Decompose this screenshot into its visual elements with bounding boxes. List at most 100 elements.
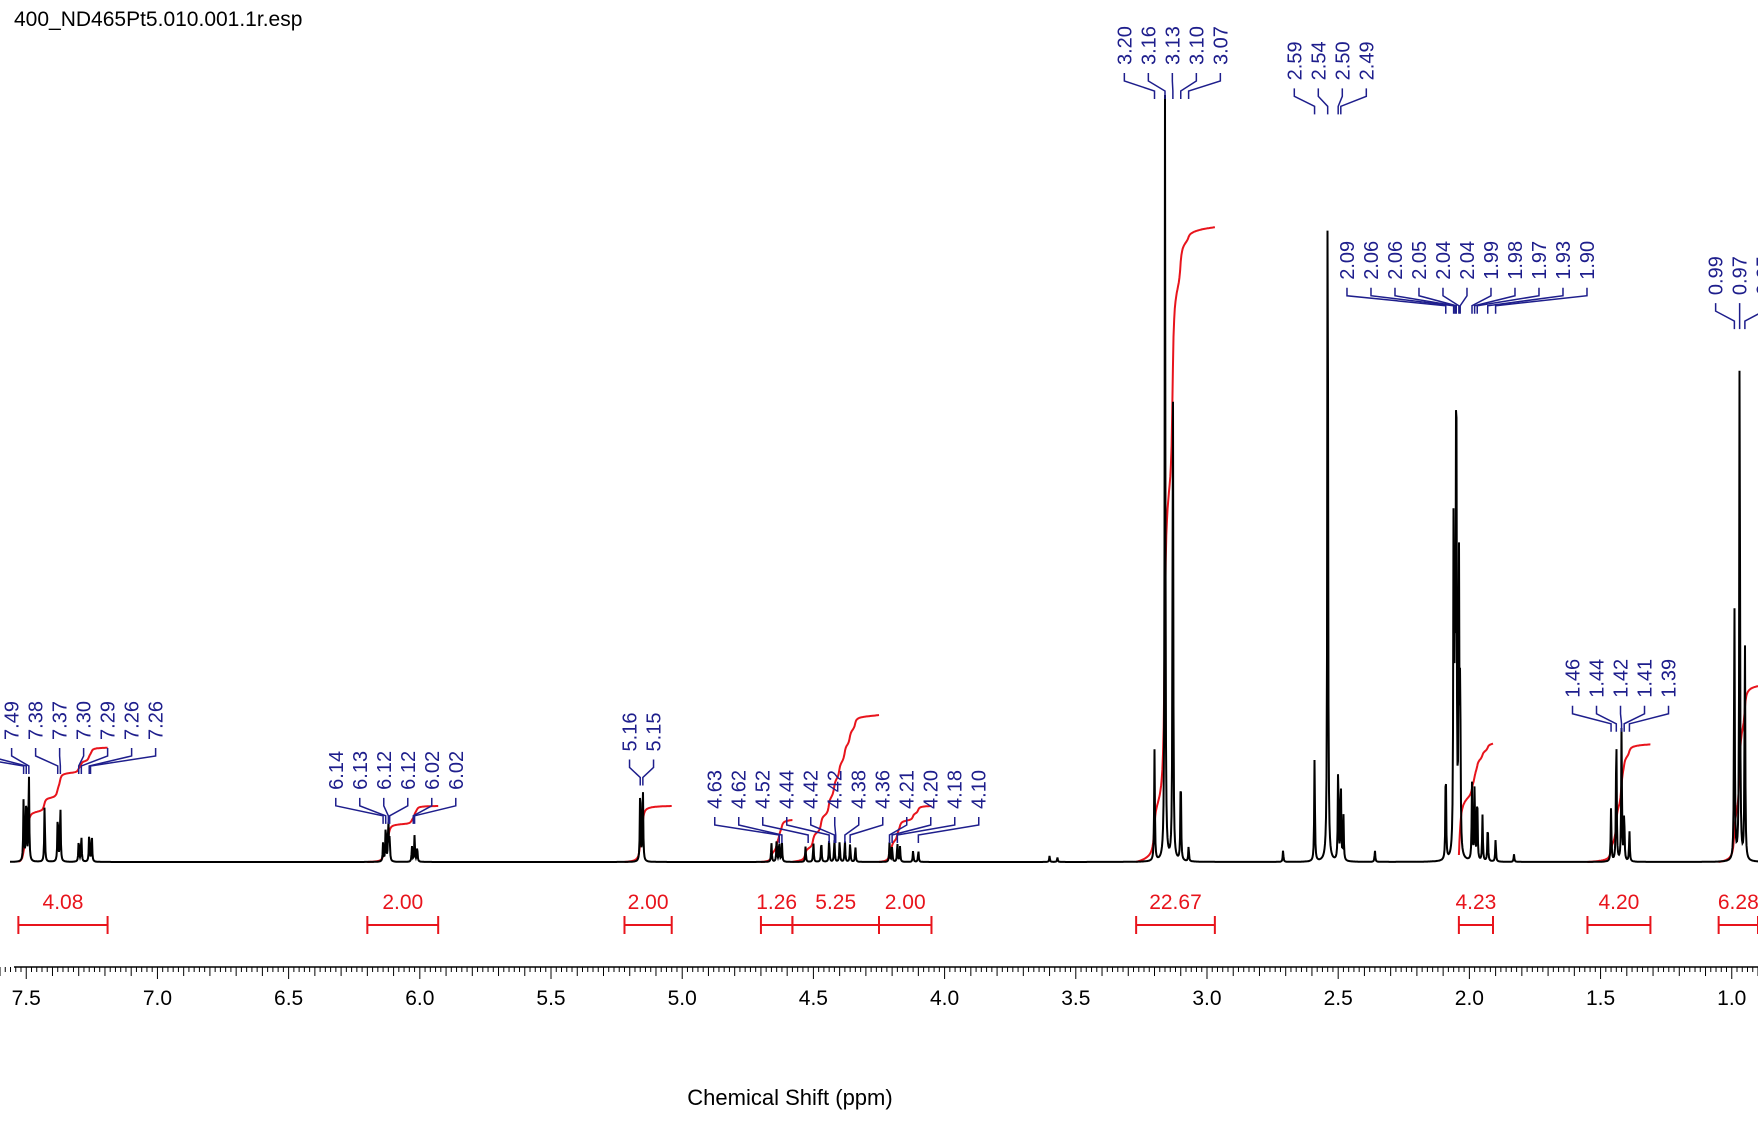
x-tick-label: 3.0 bbox=[1192, 987, 1221, 1010]
peak-label-leader bbox=[383, 797, 390, 824]
peak-label: 6.12 bbox=[374, 751, 396, 790]
peak-label-leader bbox=[80, 747, 109, 774]
peak-label: 3.10 bbox=[1186, 26, 1208, 65]
peak-label-leader bbox=[1744, 313, 1758, 330]
peak-label-leader bbox=[77, 747, 85, 774]
integral-value: 4.08 bbox=[43, 891, 84, 914]
peak-label: 1.41 bbox=[1635, 659, 1657, 698]
peak-label-leader bbox=[1714, 303, 1736, 330]
x-tick-label: 1.5 bbox=[1586, 987, 1615, 1010]
peak-label-leader bbox=[896, 816, 956, 843]
integral-value: 22.67 bbox=[1149, 891, 1202, 914]
peak-label: 4.63 bbox=[705, 770, 727, 809]
integral-value: 4.23 bbox=[1455, 891, 1496, 914]
peak-label: 7.26 bbox=[146, 701, 168, 740]
peak-label: 2.05 bbox=[1409, 241, 1431, 280]
peak-label-leader bbox=[1473, 287, 1516, 314]
peak-label-leader bbox=[1340, 88, 1368, 115]
peak-label-leader bbox=[1595, 705, 1618, 732]
peak-label-leader bbox=[761, 816, 809, 843]
integral-brackets: 4.08 2.00 2.00 1.26 5.25 2.00 22.67 4.23 4.20 6.2… bbox=[17, 891, 1758, 934]
peak-label-leader bbox=[335, 797, 384, 824]
peak-label-leader bbox=[1293, 88, 1316, 115]
peak-label: 0.99 bbox=[1706, 256, 1728, 295]
peak-label-leader bbox=[1571, 705, 1612, 732]
peak-label: 7.38 bbox=[26, 701, 48, 740]
peak-label-leader bbox=[34, 747, 59, 774]
integral-curve bbox=[624, 805, 672, 863]
spectrum-trace bbox=[10, 94, 1758, 863]
x-tick-label: 4.0 bbox=[930, 987, 959, 1010]
integral-curve bbox=[1587, 743, 1651, 863]
peak-label-leader bbox=[0, 761, 25, 774]
peak-label-leader bbox=[917, 816, 980, 843]
peak-label-leader bbox=[58, 747, 62, 774]
peak-label: 1.46 bbox=[1563, 659, 1585, 698]
integral-value: 2.00 bbox=[885, 891, 926, 914]
peak-label: 4.21 bbox=[897, 770, 919, 809]
peak-label-leader bbox=[359, 797, 387, 824]
peak-label-leader bbox=[1346, 287, 1447, 314]
peak-label: 2.49 bbox=[1356, 41, 1378, 80]
peak-label-leader bbox=[1486, 287, 1564, 314]
peak-label: 2.50 bbox=[1332, 41, 1354, 80]
integral-curve bbox=[1457, 742, 1494, 856]
peak-label: 6.02 bbox=[422, 751, 444, 790]
peak-label: 6.14 bbox=[326, 751, 348, 790]
integral-curves bbox=[18, 226, 1758, 863]
peak-label-leader bbox=[642, 759, 655, 786]
peak-label-leader bbox=[1180, 73, 1198, 99]
x-tick-label: 5.0 bbox=[668, 987, 697, 1010]
peak-label: 2.54 bbox=[1308, 41, 1330, 80]
peak-label: 3.07 bbox=[1210, 26, 1232, 65]
peak-label: 1.39 bbox=[1659, 659, 1681, 698]
peak-label: 7.49 bbox=[2, 701, 24, 740]
peak-label-leader bbox=[1623, 705, 1646, 732]
x-tick-label: 3.5 bbox=[1061, 987, 1090, 1010]
x-tick-label: 7.0 bbox=[143, 987, 172, 1010]
peak-label: 4.62 bbox=[729, 770, 751, 809]
peak-label: 1.97 bbox=[1529, 241, 1551, 280]
peak-label: 4.42 bbox=[825, 770, 847, 809]
peak-label: 1.99 bbox=[1481, 241, 1503, 280]
peak-label-leader bbox=[849, 816, 884, 843]
spectrum-line bbox=[10, 94, 1758, 863]
x-tick-label: 6.5 bbox=[274, 987, 303, 1010]
peak-label-leader bbox=[88, 747, 133, 774]
x-axis-label: Chemical Shift (ppm) bbox=[687, 1085, 892, 1110]
peak-label-leader bbox=[888, 816, 908, 843]
integral-value: 2.00 bbox=[628, 891, 669, 914]
peak-label-leader bbox=[89, 747, 157, 774]
peak-label-leader bbox=[1418, 287, 1457, 314]
peak-label: 3.20 bbox=[1114, 26, 1136, 65]
peak-label: 5.16 bbox=[620, 713, 642, 752]
peak-label: 4.36 bbox=[873, 770, 895, 809]
peak-label: 4.20 bbox=[921, 770, 943, 809]
integral-curve bbox=[792, 714, 880, 863]
peak-label-leader bbox=[1123, 73, 1156, 99]
peak-label-leader bbox=[833, 816, 837, 843]
peak-label: 4.10 bbox=[969, 770, 991, 809]
integral-value: 6.28 bbox=[1718, 891, 1758, 914]
peak-label-leader bbox=[1171, 73, 1174, 99]
peak-label-leader bbox=[737, 816, 783, 843]
peak-label: 3.16 bbox=[1138, 26, 1160, 65]
peak-label: 2.59 bbox=[1284, 41, 1306, 80]
x-tick-label: 1.0 bbox=[1717, 987, 1746, 1010]
peak-label: 6.13 bbox=[350, 751, 372, 790]
peak-label: 1.98 bbox=[1505, 241, 1527, 280]
peak-label-leader bbox=[891, 816, 932, 843]
x-tick-label: 5.5 bbox=[536, 987, 565, 1010]
spectrum-file-title: 400_ND465Pt5.010.001.1r.esp bbox=[14, 8, 303, 31]
peak-label-leader bbox=[1187, 73, 1222, 99]
peak-label-leader bbox=[1476, 287, 1540, 314]
x-tick-label: 4.5 bbox=[799, 987, 828, 1010]
peak-label: 1.42 bbox=[1611, 659, 1633, 698]
peak-label: 1.93 bbox=[1553, 241, 1575, 280]
peak-label: 0.97 bbox=[1730, 256, 1752, 295]
peak-label: 4.42 bbox=[801, 770, 823, 809]
peak-label: 3.13 bbox=[1162, 26, 1184, 65]
peak-label: 2.06 bbox=[1361, 241, 1383, 280]
peak-label-leader bbox=[1442, 287, 1460, 314]
peak-label: 4.52 bbox=[753, 770, 775, 809]
